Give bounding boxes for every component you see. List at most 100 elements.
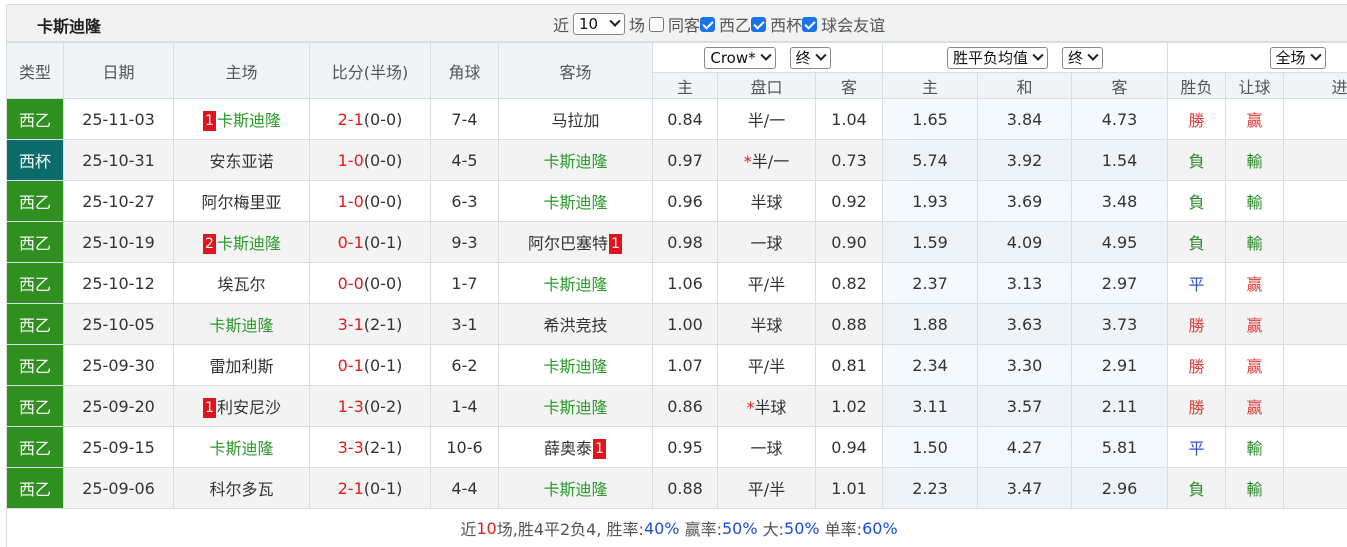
summary-part: 10 [476,518,497,538]
avg-odds: 2.97 [1071,262,1169,304]
team-name: 希洪竞技 [543,316,608,335]
dropdown[interactable]: 终 [1062,46,1104,69]
goals: 小 [1283,139,1347,181]
away-team: 卡斯迪隆 [498,467,653,509]
avg-odds: 1.50 [882,426,979,468]
match-row: 西杯 25-10-31 安东亚诺 1-0(0-0) 4-5 卡斯迪隆 0.97 *半/一 0.7… [6,139,1347,181]
dropdown[interactable]: 胜平负均值 [947,46,1049,69]
score: 2-1(0-0) [309,98,431,140]
team-name: 卡斯迪隆 [543,480,608,499]
half-score: (0-0) [363,150,403,170]
odds: 一球 [717,221,816,263]
column-header: 类型 [6,42,64,99]
type: 西乙 [6,262,64,304]
avg-odds: 1.93 [882,180,979,222]
odds: 一球 [717,426,816,468]
rank-badge: 1 [203,111,216,132]
odds-value: 平/半 [747,480,786,499]
handicap: 赢 [1225,262,1285,304]
half-score: (0-0) [363,273,403,293]
result: 勝 [1167,98,1227,140]
rank-badge: 2 [203,234,216,255]
handicap: 輸 [1225,139,1285,181]
filter-suffix: 场 [629,16,646,35]
date: 25-10-05 [63,303,174,345]
goals: 小 [1283,221,1347,263]
avg-odds: 1.65 [882,98,979,140]
odds: 半/一 [717,98,816,140]
odds: 0.94 [814,426,884,468]
result: 勝 [1167,344,1227,386]
dropdown[interactable]: 终 [789,46,831,69]
team-name: 利安尼沙 [216,397,281,417]
avg-odds: 3.92 [977,139,1073,181]
column-header: 主场 [173,42,310,99]
summary: 近 10 场,胜4平2负4, 胜率: 40% 赢率: 50% 大: 50% 单率: 60% [6,509,1347,547]
dropdown[interactable]: 10 [573,13,626,35]
handicap: 輸 [1225,467,1285,509]
odds-mark: * [746,398,755,417]
odds: 半球 [717,180,816,222]
checkbox[interactable] [802,16,818,32]
away-team: 卡斯迪隆 [498,262,653,304]
date: 25-09-15 [63,426,174,468]
odds-value: 平/半 [747,275,786,294]
result: 負 [1167,221,1227,263]
team-name: 阿尔巴塞特 [528,233,609,253]
corners: 4-5 [430,139,499,181]
filter-prefix: 近 [553,16,570,35]
half-score: (0-1) [363,355,403,375]
group-selects: 胜平负均值 终 [884,46,1167,69]
score: 1-0(0-0) [309,180,431,222]
full-score: 0-1 [337,232,364,252]
handicap: 輸 [1225,426,1285,468]
away-team: 卡斯迪隆 [498,139,653,181]
score: 1-3(0-2) [309,385,431,427]
team-name: 卡斯迪隆 [216,233,281,253]
type: 西乙 [6,426,64,468]
date: 25-09-30 [63,344,174,386]
odds-value: 0.84 [667,109,703,129]
type: 西乙 [6,221,64,263]
odds: *半/一 [717,139,816,181]
odds: 0.97 [652,139,718,181]
score: 0-1(0-1) [309,344,431,386]
group-selects: 全场 [1169,46,1347,69]
team-name: 埃瓦尔 [217,275,266,294]
odds: 0.84 [652,98,718,140]
checkbox-label: 西杯 [770,16,803,35]
odds-value: 0.90 [831,232,867,252]
group-header: Crow* 终 [651,42,884,73]
checkbox-label: 西乙 [719,16,752,35]
team-name: 马拉加 [551,111,600,130]
half-score: (2-1) [363,437,403,457]
away-team: 阿尔巴塞特 1 [498,221,653,263]
odds-value: 1.04 [831,109,867,129]
half-score: (0-1) [363,478,403,498]
dropdown[interactable]: 全场 [1269,46,1326,69]
odds: 0.98 [652,221,718,263]
checkbox[interactable] [751,16,767,32]
sub-header: 盘口 [717,72,816,99]
match-row: 西乙 25-10-19 2 卡斯迪隆 0-1(0-1) 9-3 阿尔巴塞特 1 0.98 一球 0.… [6,221,1347,263]
corners: 4-4 [430,467,499,509]
odds: 0.95 [652,426,718,468]
date: 25-11-03 [63,98,174,140]
home-team: 安东亚诺 [173,139,310,181]
checkbox[interactable] [649,16,665,32]
avg-odds: 2.34 [882,344,979,386]
odds-value: 半/一 [747,111,786,130]
team-name: 雷加利斯 [209,357,274,376]
full-score: 3-3 [337,437,364,457]
checkbox-label: 球会友谊 [821,16,886,35]
home-team: 卡斯迪隆 [173,426,310,468]
type: 西杯 [6,139,64,181]
corners: 10-6 [430,426,499,468]
dropdown[interactable]: Crow* [704,46,776,69]
dropdown-value: 10 [579,15,599,33]
odds-value: 半/一 [751,152,790,171]
checkbox[interactable] [700,16,716,32]
date: 25-10-12 [63,262,174,304]
avg-odds: 2.91 [1071,344,1169,386]
odds-value: 0.88 [667,478,703,498]
